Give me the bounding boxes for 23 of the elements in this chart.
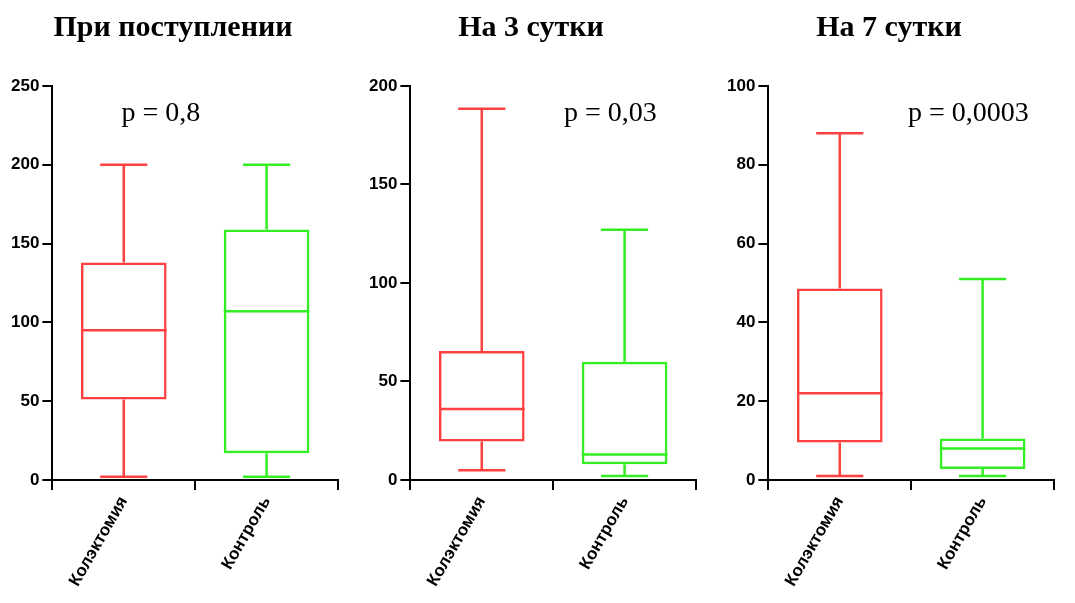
y-tick-label: 200 — [368, 75, 398, 95]
annotation: p = 0,8 — [121, 96, 201, 128]
annotation: p = 0,0003 — [907, 96, 1029, 128]
y-tick-label: 100 — [368, 272, 398, 292]
y-tick-label: 20 — [736, 390, 756, 410]
chart-title: На 7 сутки — [816, 8, 962, 42]
annotation: p = 0,03 — [563, 96, 657, 128]
y-tick-label: 50 — [20, 390, 40, 410]
y-tick-label: 0 — [29, 469, 40, 489]
y-tick-label: 0 — [387, 469, 398, 489]
y-tick-label: 0 — [745, 469, 756, 489]
y-tick-label: 50 — [378, 371, 398, 391]
y-tick-label: 80 — [736, 154, 756, 174]
chart-title: При поступлении — [53, 8, 293, 42]
y-tick-label: 200 — [10, 154, 40, 174]
y-tick-label: 250 — [10, 75, 40, 95]
y-tick-label: 100 — [10, 312, 40, 332]
y-tick-label: 60 — [736, 233, 756, 253]
y-tick-label: 100 — [726, 75, 756, 95]
y-tick-label: 150 — [368, 174, 398, 194]
chart-title: На 3 сутки — [458, 8, 604, 42]
y-tick-label: 150 — [10, 233, 40, 253]
y-tick-label: 40 — [736, 312, 756, 332]
